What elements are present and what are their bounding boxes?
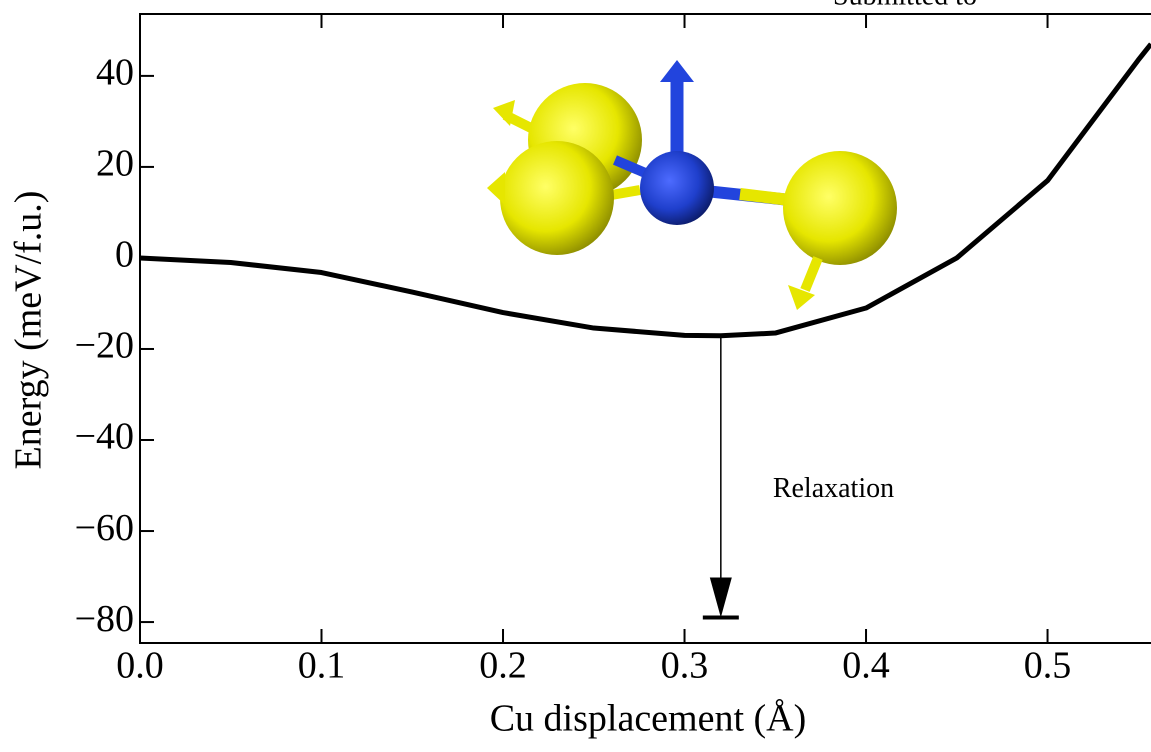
x-tick-label: 0.3 xyxy=(661,645,709,687)
watermark: Submitted to xyxy=(833,0,977,11)
plot-frame xyxy=(140,14,1151,643)
y-tick-label: 20 xyxy=(96,143,134,185)
x-tick-label: 0.5 xyxy=(1024,645,1072,687)
arrow-head xyxy=(710,578,732,618)
y-axis-label: Energy (meV/f.u.) xyxy=(8,191,50,470)
x-tick-label: 0.2 xyxy=(479,645,527,687)
y-tick-label: −80 xyxy=(75,598,134,640)
x-axis-label: Cu displacement (Å) xyxy=(490,698,807,740)
y-tick-label: −20 xyxy=(75,325,134,367)
y-tick-label: −60 xyxy=(75,507,134,549)
y-tick-label: 40 xyxy=(96,52,134,94)
y-tick-label: 0 xyxy=(115,234,134,276)
x-tick-label: 0.0 xyxy=(116,645,164,687)
x-tick-label: 0.1 xyxy=(298,645,346,687)
y-tick-label: −40 xyxy=(75,416,134,458)
x-tick-label: 0.4 xyxy=(842,645,890,687)
structure-illustration xyxy=(487,60,897,310)
chart: Submitted to Cu displacement (Å) Energy … xyxy=(0,0,1151,752)
annotation: Relaxation xyxy=(773,473,894,504)
